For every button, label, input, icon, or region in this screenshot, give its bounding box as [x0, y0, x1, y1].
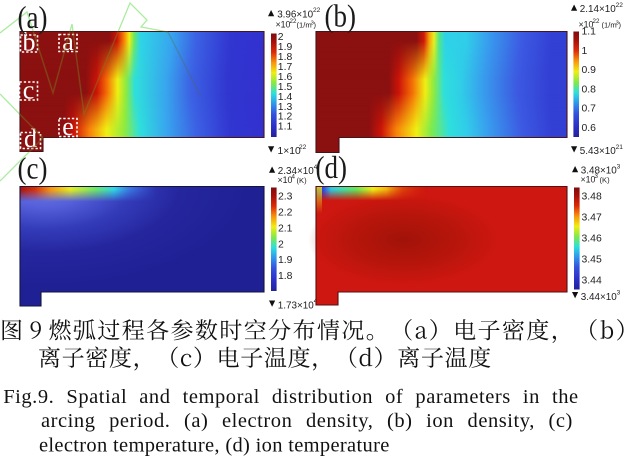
svg-text:e: e [62, 112, 74, 141]
svg-text:0.7: 0.7 [582, 104, 597, 115]
svg-text:1.7: 1.7 [278, 62, 293, 73]
svg-text:(K): (K) [297, 176, 308, 185]
svg-text:4: 4 [314, 164, 318, 171]
svg-text:22: 22 [290, 18, 297, 25]
svg-text:arcing period. (a) electron de: arcing period. (a) electron density, (b)… [41, 410, 573, 432]
svg-text:1.2: 1.2 [278, 112, 293, 123]
svg-text:3.45: 3.45 [582, 255, 602, 266]
svg-text:×10: ×10 [278, 175, 293, 185]
svg-text:1.1: 1.1 [582, 27, 597, 38]
svg-text:2.1: 2.1 [278, 223, 293, 234]
svg-text:5.43×10: 5.43×10 [580, 146, 616, 157]
svg-text:3.44×10: 3.44×10 [581, 292, 617, 303]
svg-text:3.46: 3.46 [582, 234, 602, 245]
svg-text:1: 1 [582, 46, 588, 57]
svg-text:1.5: 1.5 [278, 82, 293, 93]
svg-text:Fig.9. Spatial and temporal di: Fig.9. Spatial and temporal distribution… [3, 386, 579, 408]
svg-text:3: 3 [617, 163, 621, 170]
svg-text:(d): (d) [316, 151, 347, 186]
svg-text:1.1: 1.1 [278, 122, 293, 133]
svg-text:1×10: 1×10 [278, 146, 301, 157]
svg-text:22: 22 [299, 144, 307, 151]
svg-text:(a): (a) [18, 1, 48, 36]
svg-text:3: 3 [595, 173, 599, 180]
svg-text:1.8: 1.8 [278, 52, 293, 63]
svg-text:a: a [62, 27, 74, 56]
svg-text:×10: ×10 [581, 174, 596, 184]
svg-text:0.9: 0.9 [582, 65, 597, 76]
svg-text:2: 2 [278, 32, 284, 43]
svg-text:3: 3 [311, 20, 314, 26]
svg-text:×10: ×10 [579, 19, 594, 29]
svg-text:1.9: 1.9 [278, 42, 293, 53]
svg-text:3.47: 3.47 [582, 213, 602, 224]
svg-text:2.34×10: 2.34×10 [278, 166, 314, 177]
svg-text:21: 21 [616, 144, 624, 151]
svg-text:(K): (K) [600, 175, 611, 184]
svg-text:3.44: 3.44 [582, 276, 602, 287]
svg-text:c: c [23, 76, 35, 105]
svg-text:4: 4 [292, 174, 296, 181]
svg-text:3.48×10: 3.48×10 [581, 166, 617, 177]
svg-text:22: 22 [593, 18, 600, 25]
svg-text:2.14×10: 2.14×10 [580, 4, 616, 15]
svg-text:2: 2 [278, 239, 284, 250]
svg-text:×10: ×10 [276, 19, 291, 29]
svg-text:d: d [24, 124, 37, 153]
svg-text:0.8: 0.8 [582, 84, 597, 95]
svg-text:0.6: 0.6 [582, 123, 597, 134]
svg-text:1.3: 1.3 [278, 102, 293, 113]
svg-text:electron temperature, (d) ion: electron temperature, (d) ion temperatur… [39, 434, 390, 456]
svg-text:(1/m: (1/m [602, 20, 617, 29]
svg-text:22: 22 [616, 2, 624, 9]
svg-text:3: 3 [617, 290, 621, 297]
svg-text:(b): (b) [325, 0, 356, 34]
svg-text:): ) [314, 20, 317, 29]
svg-text:b: b [23, 28, 36, 57]
svg-text:22: 22 [313, 7, 321, 14]
svg-text:(c): (c) [18, 152, 48, 186]
svg-text:3: 3 [616, 20, 619, 26]
svg-text:1.73×10: 1.73×10 [278, 300, 314, 311]
svg-text:(1/m: (1/m [297, 20, 312, 29]
svg-text:3.48: 3.48 [582, 192, 602, 203]
svg-text:1.6: 1.6 [278, 72, 293, 83]
svg-text:1.9: 1.9 [278, 255, 293, 266]
svg-text:2.2: 2.2 [278, 208, 293, 219]
svg-text:3.96×10: 3.96×10 [277, 9, 313, 20]
svg-text:1.4: 1.4 [278, 92, 293, 103]
svg-text:): ) [619, 20, 622, 29]
svg-text:2.3: 2.3 [278, 192, 293, 203]
svg-text:1.8: 1.8 [278, 271, 293, 282]
